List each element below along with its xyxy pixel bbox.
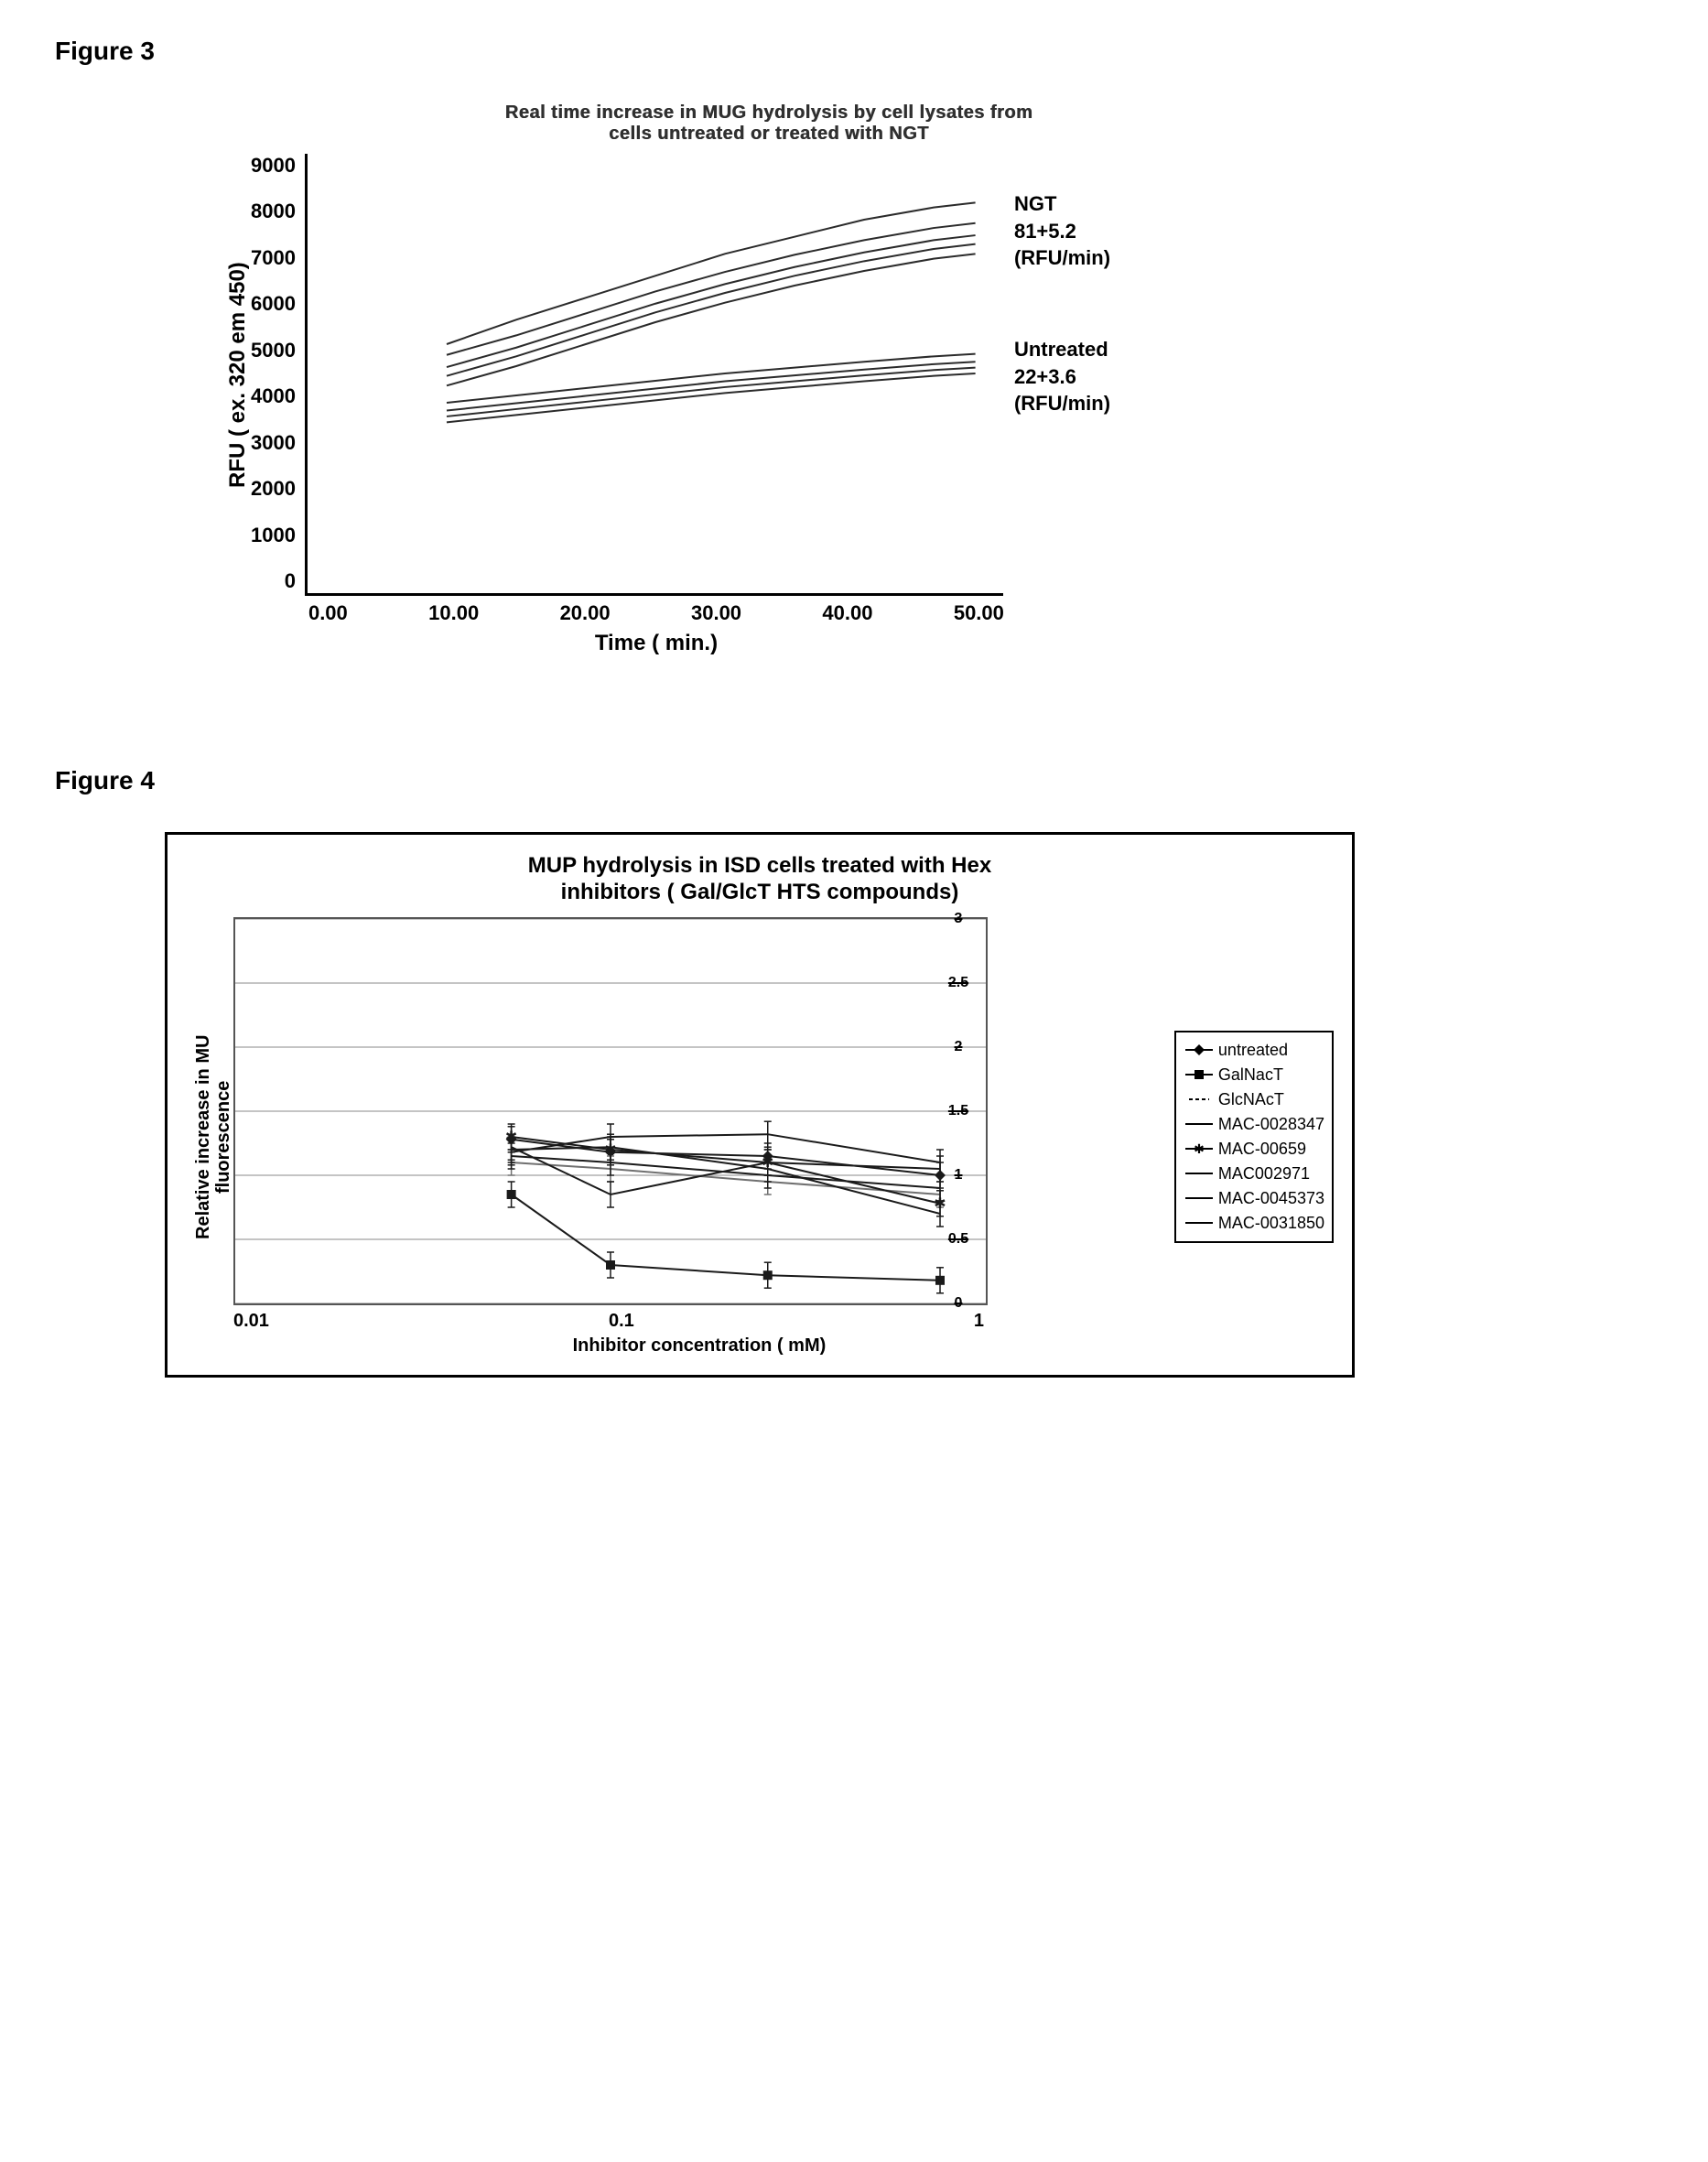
legend-swatch-icon: ✱: [1184, 1142, 1215, 1155]
figure-3-chart: Real time increase in MUG hydrolysis by …: [220, 103, 1318, 656]
figure-4-ylabel-l1: Relative increase in MU: [193, 1034, 213, 1238]
figure-3-xtick: 40.00: [822, 601, 872, 625]
figure-4-title: MUP hydrolysis in ISD cells treated with…: [186, 853, 1334, 906]
figure-4-legend-item: MAC-0045373: [1184, 1186, 1324, 1211]
legend-swatch-icon: [1184, 1167, 1215, 1180]
legend-swatch-icon: [1184, 1216, 1215, 1229]
legend-label: MAC-0045373: [1218, 1186, 1324, 1211]
figure-4-legend-item: MAC-0031850: [1184, 1211, 1324, 1236]
figure-3-block: Figure 3 Real time increase in MUG hydro…: [55, 37, 1653, 656]
figure-4-title-line2: inhibitors ( Gal/GlcT HTS compounds): [561, 880, 959, 904]
figure-3-ytick: 3000: [251, 431, 296, 455]
figure-4-legend-item: MAC-0028347: [1184, 1112, 1324, 1137]
annot-unt-l1: Untreated: [1014, 338, 1108, 361]
legend-swatch-icon: [1184, 1068, 1215, 1081]
figure-3-xtick: 0.00: [308, 601, 348, 625]
figure-4-xtick: 0.01: [233, 1311, 269, 1332]
annot-ngt-l1: NGT: [1014, 192, 1056, 215]
figure-4-ylabel-l2: fluorescence: [213, 1080, 233, 1193]
figure-4-label: Figure 4: [55, 766, 1653, 795]
figure-3-annot-ngt: NGT 81+5.2 (RFU/min): [1014, 190, 1216, 272]
figure-4-ytick: 1: [955, 1167, 963, 1184]
legend-label: untreated: [1218, 1038, 1288, 1063]
annot-ngt-l2: 81+5.2: [1014, 220, 1076, 243]
legend-label: MAC002971: [1218, 1162, 1310, 1186]
legend-label: MAC-0028347: [1218, 1112, 1324, 1137]
figure-3-yticks: 9000 8000 7000 6000 5000 4000 3000 2000 1000 0: [251, 154, 305, 593]
figure-4-ytick: 2: [955, 1039, 963, 1055]
figure-4-legend-item: GlcNAcT: [1184, 1087, 1324, 1112]
figure-3-label: Figure 3: [55, 37, 1653, 66]
legend-swatch-icon: [1184, 1093, 1215, 1106]
legend-label: MAC-0031850: [1218, 1211, 1324, 1236]
figure-3-xtick: 30.00: [691, 601, 741, 625]
figure-4-legend-item: ✱ MAC-00659: [1184, 1137, 1324, 1162]
svg-text:✱: ✱: [1194, 1142, 1205, 1155]
figure-4-chart: MUP hydrolysis in ISD cells treated with…: [165, 832, 1355, 1378]
figure-4-xlabel: Inhibitor concentration ( mM): [233, 1335, 1165, 1357]
figure-3-ylabel: RFU ( ex. 320 em 450): [220, 154, 251, 596]
figure-3-title-line2: cells untreated or treated with NGT: [609, 124, 929, 144]
figure-4-xtick: 1: [974, 1311, 984, 1332]
figure-3-xticks: 0.00 10.00 20.00 30.00 40.00 50.00: [308, 596, 1004, 625]
figure-3-annot-untreated: Untreated 22+3.6 (RFU/min): [1014, 336, 1216, 417]
figure-3-annotations: NGT 81+5.2 (RFU/min) Untreated 22+3.6 (R…: [1003, 154, 1216, 596]
figure-3-ytick: 8000: [251, 200, 296, 223]
figure-3-xtick: 20.00: [560, 601, 611, 625]
figure-4-ylabel: Relative increase in MU fluorescence: [186, 917, 233, 1357]
figure-3-ytick: 5000: [251, 339, 296, 362]
figure-4-legend: untreatedGalNacTGlcNAcTMAC-0028347 ✱ MAC-0…: [1174, 1031, 1334, 1243]
figure-3-ytick: 7000: [251, 246, 296, 270]
figure-4-block: Figure 4 MUP hydrolysis in ISD cells tre…: [55, 766, 1653, 1378]
figure-3-ytick: 9000: [251, 154, 296, 178]
annot-unt-l2: 22+3.6: [1014, 365, 1076, 388]
figure-3-title: Real time increase in MUG hydrolysis by …: [220, 103, 1318, 145]
figure-3-ytick: 2000: [251, 477, 296, 501]
figure-3-xlabel: Time ( min.): [308, 631, 1004, 656]
figure-3-xtick: 10.00: [428, 601, 479, 625]
figure-3-plot-area: [305, 154, 1003, 596]
annot-unt-l3: (RFU/min): [1014, 392, 1110, 415]
legend-label: MAC-00659: [1218, 1137, 1306, 1162]
legend-swatch-icon: [1184, 1118, 1215, 1130]
legend-swatch-icon: [1184, 1192, 1215, 1205]
figure-4-ytick: 3: [955, 911, 963, 927]
figure-4-legend-item: untreated: [1184, 1038, 1324, 1063]
legend-label: GalNacT: [1218, 1063, 1283, 1087]
figure-4-plot-area: ✱✱✱✱00.511.522.53: [233, 917, 988, 1305]
figure-4-xticks: 0.01 0.1 1: [233, 1305, 984, 1332]
figure-3-title-line1: Real time increase in MUG hydrolysis by …: [505, 103, 1033, 123]
figure-4-ytick: 2.5: [948, 975, 968, 991]
figure-4-xtick: 0.1: [609, 1311, 634, 1332]
figure-3-ytick: 6000: [251, 292, 296, 316]
annot-ngt-l3: (RFU/min): [1014, 246, 1110, 269]
legend-swatch-icon: [1184, 1043, 1215, 1056]
figure-3-ytick: 1000: [251, 524, 296, 547]
figure-4-ytick: 1.5: [948, 1103, 968, 1119]
figure-4-title-line1: MUP hydrolysis in ISD cells treated with…: [528, 853, 991, 878]
figure-3-ytick: 4000: [251, 384, 296, 408]
figure-3-ytick: 0: [285, 569, 296, 593]
figure-4-legend-item: GalNacT: [1184, 1063, 1324, 1087]
legend-label: GlcNAcT: [1218, 1087, 1284, 1112]
figure-3-xtick: 50.00: [954, 601, 1004, 625]
figure-4-ytick: 0.5: [948, 1231, 968, 1248]
figure-4-ytick: 0: [955, 1295, 963, 1312]
figure-4-legend-item: MAC002971: [1184, 1162, 1324, 1186]
